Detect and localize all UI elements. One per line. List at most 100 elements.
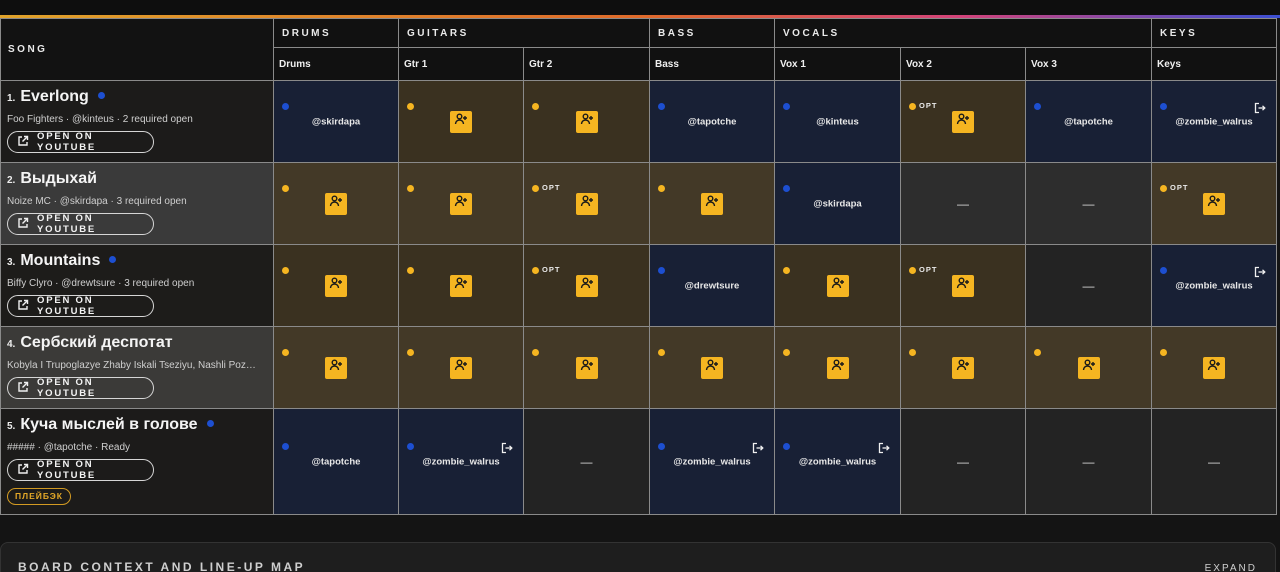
join-slot-button[interactable] — [952, 110, 975, 133]
song-title-line: 1. Everlong — [7, 88, 273, 110]
join-slot-button[interactable] — [575, 356, 598, 379]
join-slot-button[interactable] — [325, 192, 347, 215]
slot-gtr2[interactable]: OPT — [522, 244, 651, 327]
slot-gtr2[interactable] — [522, 326, 651, 409]
slot-vox2[interactable] — [900, 326, 1027, 409]
song-title-line: 3. Mountains — [7, 252, 273, 274]
slot-gtr1[interactable] — [398, 244, 524, 327]
playback-badge[interactable]: ПЛЕЙБЭК — [7, 488, 71, 505]
slot-vox1[interactable] — [774, 244, 902, 327]
player-handle: @zombie_walrus — [673, 456, 751, 467]
join-slot-button[interactable] — [450, 356, 472, 379]
slot-drums[interactable] — [273, 244, 399, 327]
song-meta: Kobyla I Trupoglazye Zhaby Iskali Tseziy… — [7, 360, 256, 371]
slot-bass[interactable] — [649, 162, 776, 245]
song-title[interactable]: Сербский деспотат — [20, 334, 173, 351]
empty-slot-dash: — — [957, 196, 970, 211]
user-plus-icon — [956, 112, 970, 131]
open-slot-dot — [658, 185, 666, 192]
slot-keys[interactable]: OPT — [1151, 162, 1278, 245]
song-row: 2. Выдыхай Noize MC · @skirdapa · 3 requir… — [0, 162, 1278, 245]
leave-icon[interactable] — [1254, 101, 1266, 119]
slot-gtr2[interactable]: OPT — [522, 162, 651, 245]
slot-vox3: — — [1025, 244, 1153, 327]
player-handle: @zombie_walrus — [1175, 116, 1253, 127]
join-slot-button[interactable] — [1203, 356, 1226, 379]
leave-icon[interactable] — [501, 441, 513, 459]
open-slot-dot — [909, 267, 917, 274]
song-row: 5. Куча мыслей в голове ##### · @tapotche … — [0, 408, 1278, 515]
user-plus-icon — [580, 358, 594, 377]
join-slot-button[interactable] — [575, 192, 598, 215]
leave-icon[interactable] — [752, 441, 764, 459]
slot-gtr2[interactable] — [522, 80, 651, 163]
join-slot-button[interactable] — [952, 274, 975, 297]
join-slot-button[interactable] — [826, 274, 849, 297]
join-slot-button[interactable] — [325, 356, 347, 379]
slot-drums[interactable] — [273, 326, 399, 409]
slot-drums: @tapotche — [273, 408, 399, 515]
song-title[interactable]: Mountains — [20, 252, 101, 269]
song-title[interactable]: Everlong — [20, 88, 89, 105]
song-column-header: SONG — [0, 18, 274, 81]
join-slot-button[interactable] — [450, 110, 472, 133]
open-slot-dot — [282, 349, 289, 356]
join-slot-button[interactable] — [450, 192, 472, 215]
song-title[interactable]: Куча мыслей в голове — [20, 416, 198, 433]
open-slot-dot — [407, 267, 414, 274]
open-on-youtube-button[interactable]: OPEN ON YOUTUBE — [7, 131, 154, 153]
user-plus-icon — [831, 358, 845, 377]
user-plus-icon — [831, 276, 845, 295]
slot-vox1[interactable] — [774, 326, 902, 409]
open-on-youtube-button[interactable]: OPEN ON YOUTUBE — [7, 459, 154, 481]
filled-slot-dot — [658, 103, 666, 110]
slot-gtr1[interactable] — [398, 162, 524, 245]
song-title[interactable]: Выдыхай — [20, 170, 98, 187]
part-header-gtr1: Gtr 1 — [398, 47, 524, 81]
part-header-vox1: Vox 1 — [774, 47, 902, 81]
song-title-line: 5. Куча мыслей в голове — [7, 416, 273, 438]
slot-bass: @zombie_walrus — [649, 408, 776, 515]
slot-gtr1[interactable] — [398, 326, 524, 409]
slot-vox3[interactable] — [1025, 326, 1153, 409]
slot-drums[interactable] — [273, 162, 399, 245]
board-context-panel[interactable]: BOARD CONTEXT AND LINE-UP MAP EXPAND — [0, 542, 1276, 572]
open-on-youtube-label: OPEN ON YOUTUBE — [37, 295, 97, 317]
expand-button[interactable]: EXPAND — [1204, 563, 1257, 572]
filled-slot-dot — [1160, 103, 1168, 110]
player-handle: @kinteus — [816, 116, 859, 127]
slot-keys: — — [1151, 408, 1278, 515]
slot-vox2[interactable]: OPT — [900, 244, 1027, 327]
open-on-youtube-button[interactable]: OPEN ON YOUTUBE — [7, 377, 154, 399]
open-on-youtube-button[interactable]: OPEN ON YOUTUBE — [7, 295, 154, 317]
user-plus-icon — [1207, 358, 1221, 377]
song-cell: 3. Mountains Biffy Clyro · @drewtsure · 3 … — [0, 244, 274, 327]
slot-gtr1[interactable] — [398, 80, 524, 163]
part-header-vox3: Vox 3 — [1025, 47, 1153, 81]
join-slot-button[interactable] — [575, 274, 598, 297]
slot-vox2[interactable]: OPT — [900, 80, 1027, 163]
join-slot-button[interactable] — [952, 356, 975, 379]
slot-bass[interactable] — [649, 326, 776, 409]
join-slot-button[interactable] — [701, 356, 724, 379]
open-slot-dot — [909, 349, 917, 356]
empty-slot-dash: — — [580, 454, 593, 469]
slot-keys[interactable] — [1151, 326, 1278, 409]
join-slot-button[interactable] — [826, 356, 849, 379]
join-slot-button[interactable] — [325, 274, 347, 297]
user-plus-icon — [580, 194, 594, 213]
slot-vox2: — — [900, 408, 1027, 515]
song-title-line: 2. Выдыхай — [7, 170, 273, 192]
join-slot-button[interactable] — [701, 192, 724, 215]
open-on-youtube-button[interactable]: OPEN ON YOUTUBE — [7, 213, 154, 235]
leave-icon[interactable] — [878, 441, 890, 459]
join-slot-button[interactable] — [1077, 356, 1100, 379]
join-slot-button[interactable] — [575, 110, 598, 133]
join-slot-button[interactable] — [1203, 192, 1226, 215]
player-handle: @tapotche — [687, 116, 737, 127]
external-link-icon — [17, 217, 37, 232]
open-slot-dot — [532, 349, 539, 356]
join-slot-button[interactable] — [450, 274, 472, 297]
leave-icon[interactable] — [1254, 265, 1266, 283]
player-handle: @skirdapa — [311, 116, 361, 127]
